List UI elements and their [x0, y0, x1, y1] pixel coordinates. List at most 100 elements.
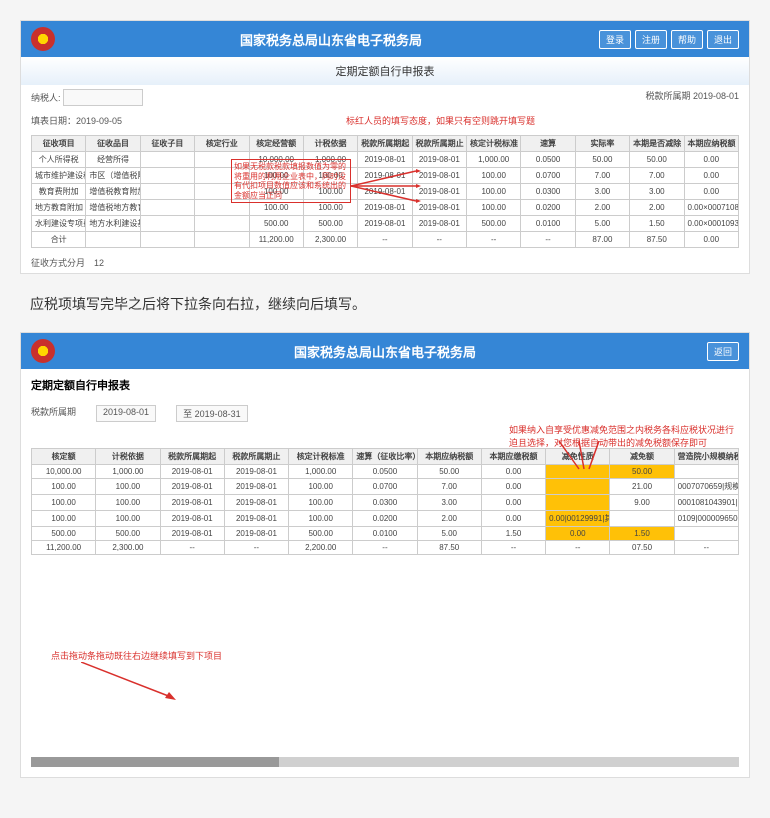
cell: 100.00	[96, 511, 160, 527]
cell: 经营所得	[86, 152, 140, 168]
help-button[interactable]: 帮助	[671, 30, 703, 49]
cell: 3.00	[630, 184, 684, 200]
back-button[interactable]: 返回	[707, 342, 739, 361]
cell: 2,300.00	[303, 232, 357, 248]
header-title: 国家税务总局山东省电子税务局	[63, 30, 599, 49]
cell: 2019-08-01	[224, 527, 288, 541]
cell: 100.00	[467, 200, 521, 216]
cell[interactable]: 1.50	[610, 527, 674, 541]
annotation-top: 标红人员的填写态度，如果只有空则跳开填写题	[346, 116, 535, 126]
cell[interactable]	[546, 495, 610, 511]
cell: 50.00	[575, 152, 629, 168]
cell: 5.00	[575, 216, 629, 232]
cell: --	[358, 232, 412, 248]
cell: 增值税教育附加	[86, 184, 140, 200]
cell: 100.00	[467, 168, 521, 184]
cell[interactable]: 0.00|00129991|其他	[546, 511, 610, 527]
cell: 0.0700	[353, 479, 417, 495]
login-button[interactable]: 登录	[599, 30, 631, 49]
cell	[140, 168, 194, 184]
cell: 0.00×0001093035	[684, 216, 739, 232]
cell	[86, 232, 140, 248]
cell: 0.00	[684, 168, 739, 184]
cell: 100.00	[289, 479, 353, 495]
cell: 1.50	[630, 216, 684, 232]
cell: 100.00	[96, 495, 160, 511]
cell: 2019-08-01	[224, 495, 288, 511]
cell: --	[160, 541, 224, 555]
cell[interactable]	[546, 479, 610, 495]
cell: 100.00	[32, 495, 96, 511]
cell[interactable]: 9.00	[610, 495, 674, 511]
table-row: 100.00100.002019-08-012019-08-01100.000.…	[32, 495, 739, 511]
table-row: 合计11,200.002,300.00--------87.0087.500.0…	[32, 232, 739, 248]
cell: 0.0500	[353, 465, 417, 479]
cell: 500.00	[289, 527, 353, 541]
cell: 500.00	[303, 216, 357, 232]
arrow-icon	[81, 662, 181, 702]
cell[interactable]: --	[546, 541, 610, 555]
cell: 100.00	[289, 511, 353, 527]
cell: 0109|0000096501|规模条 税应小规关于实施小	[674, 511, 738, 527]
scroll-annotation: 点击拖动条拖动既往右边继续填写到下项目	[51, 649, 739, 662]
cell: 500.00	[249, 216, 303, 232]
cell: 个人所得税	[32, 152, 86, 168]
horizontal-scrollbar[interactable]	[31, 757, 739, 767]
cell[interactable]: 21.00	[610, 479, 674, 495]
period-label: 税款所属期 2019-08-01	[645, 89, 739, 106]
date-to[interactable]: 至 2019-08-31	[176, 405, 248, 422]
register-button[interactable]: 注册	[635, 30, 667, 49]
cell: 2019-08-01	[358, 216, 412, 232]
cell: 100.00	[32, 511, 96, 527]
cell: 1,000.00	[289, 465, 353, 479]
cell: --	[353, 541, 417, 555]
col-header: 税款所属期起	[160, 449, 224, 465]
col-header: 税款所属期止	[412, 136, 466, 152]
date-from[interactable]: 2019-08-01	[96, 405, 156, 422]
cell: 0.0500	[521, 152, 575, 168]
table-row: 500.00500.002019-08-012019-08-01500.000.…	[32, 527, 739, 541]
arrow-icon	[351, 161, 421, 211]
header-buttons: 登录 注册 帮助 退出	[599, 30, 739, 49]
cell: 0.0300	[521, 184, 575, 200]
cell[interactable]: 07.50	[610, 541, 674, 555]
cell: 3.00	[417, 495, 481, 511]
cell: 2019-08-01	[412, 216, 466, 232]
cell: --	[674, 541, 738, 555]
app-header: 国家税务总局山东省电子税务局 登录 注册 帮助 退出	[21, 21, 749, 57]
cell: 100.00	[32, 479, 96, 495]
cell: 0.00	[481, 465, 545, 479]
cell: --	[481, 541, 545, 555]
col-header: 税款所属期起	[358, 136, 412, 152]
cell: 500.00	[467, 216, 521, 232]
cell: 2,200.00	[289, 541, 353, 555]
cell: 0.0200	[353, 511, 417, 527]
cell: 0.00×0007108039	[684, 200, 739, 216]
cell[interactable]: 0.00	[546, 527, 610, 541]
col-header: 本期应纳税额	[684, 136, 739, 152]
cell	[140, 232, 194, 248]
exit-button[interactable]: 退出	[707, 30, 739, 49]
table-row: 水利建设专项费地方水利建设基金（营业税附）500.00500.002019-08…	[32, 216, 739, 232]
scrollbar-thumb[interactable]	[31, 757, 279, 767]
cell: 11,200.00	[32, 541, 96, 555]
cell: 水利建设专项费	[32, 216, 86, 232]
annotation-redbox: 如果无税款税款填报数值为零的将重用的利用企业表中，同时没有代扣项目数值应该和系统…	[231, 159, 351, 203]
cell: 0.00	[481, 479, 545, 495]
period-label-2: 税款所属期	[31, 405, 76, 422]
cell: 2019-08-01	[160, 495, 224, 511]
cell: 11,200.00	[249, 232, 303, 248]
cell: 50.00	[630, 152, 684, 168]
cell[interactable]: 50.00	[610, 465, 674, 479]
cell	[674, 527, 738, 541]
cell: 50.00	[417, 465, 481, 479]
screenshot-top: 国家税务总局山东省电子税务局 登录 注册 帮助 退出 定期定额自行申报表 纳税人…	[20, 20, 750, 274]
cell: 500.00	[96, 527, 160, 541]
cell[interactable]	[610, 511, 674, 527]
cell: 0.0100	[521, 216, 575, 232]
col-header: 核定计税标准	[467, 136, 521, 152]
cell: 2.00	[575, 200, 629, 216]
cell: 2.00	[417, 511, 481, 527]
taxpayer-id-field[interactable]	[63, 89, 143, 106]
screenshot-bottom: 国家税务总局山东省电子税务局 返回 定期定额自行申报表 税款所属期 2019-0…	[20, 332, 750, 778]
